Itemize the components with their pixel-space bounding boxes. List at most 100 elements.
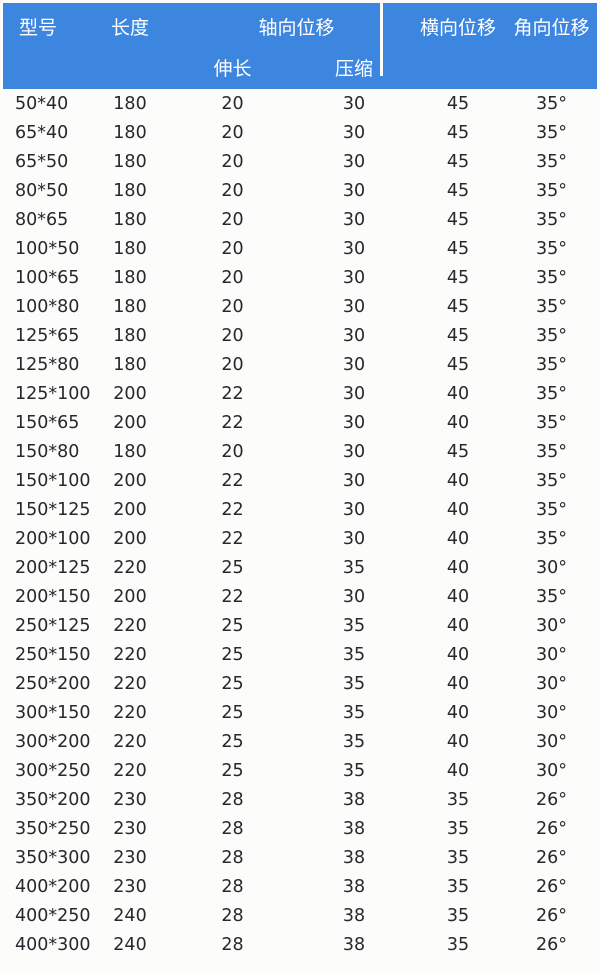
cell-extend: 28 — [221, 934, 244, 955]
cell-length: 180 — [113, 151, 147, 172]
cell-extend: 25 — [221, 615, 244, 636]
cell-length: 180 — [113, 122, 147, 143]
table-row: 350*250 230 28 38 35 26° — [3, 814, 597, 843]
cell-length: 200 — [113, 528, 147, 549]
cell-model: 125*80 — [15, 354, 80, 375]
cell-length: 180 — [113, 354, 147, 375]
cell-length: 180 — [113, 238, 147, 259]
cell-compress: 35 — [342, 615, 366, 636]
cell-angular: 35° — [536, 325, 568, 346]
cell-lateral: 40 — [446, 731, 470, 752]
cell-compress: 30 — [342, 209, 366, 230]
cell-lateral: 35 — [446, 876, 470, 897]
cell-angular: 26° — [536, 876, 568, 897]
cell-lateral: 40 — [446, 615, 470, 636]
header-axial-group: 轴向位移 — [175, 3, 419, 51]
cell-lateral: 40 — [446, 470, 470, 491]
table-row: 150*65 200 22 30 40 35° — [3, 408, 597, 437]
table-row: 100*65 180 20 30 45 35° — [3, 263, 597, 292]
header-divider — [380, 3, 383, 76]
cell-angular: 35° — [536, 412, 568, 433]
cell-length: 200 — [113, 586, 147, 607]
cell-angular: 35° — [536, 499, 568, 520]
cell-compress: 30 — [342, 499, 366, 520]
table-row: 400*200 230 28 38 35 26° — [3, 872, 597, 901]
cell-model: 250*125 — [15, 615, 91, 636]
table-row: 50*40 180 20 30 45 35° — [3, 89, 597, 118]
table-body: 50*40 180 20 30 45 35° 65*40 180 20 30 4… — [3, 89, 597, 959]
cell-length: 180 — [113, 209, 147, 230]
cell-extend: 20 — [221, 441, 244, 462]
cell-lateral: 40 — [446, 528, 470, 549]
cell-extend: 20 — [221, 238, 244, 259]
spec-table: 型号 长度 轴向位移 横向位移 角向位移 伸长 压缩 50*40 180 20 … — [3, 3, 598, 959]
table-row: 150*80 180 20 30 45 35° — [3, 437, 597, 466]
cell-length: 220 — [113, 702, 147, 723]
cell-angular: 35° — [536, 586, 568, 607]
cell-model: 80*50 — [15, 180, 69, 201]
cell-compress: 30 — [342, 528, 366, 549]
cell-model: 50*40 — [15, 93, 69, 114]
cell-length: 200 — [113, 383, 147, 404]
cell-extend: 20 — [221, 180, 244, 201]
cell-extend: 28 — [221, 818, 244, 839]
cell-length: 180 — [113, 325, 147, 346]
cell-compress: 30 — [342, 238, 366, 259]
cell-model: 250*150 — [15, 644, 91, 665]
cell-length: 220 — [113, 644, 147, 665]
cell-compress: 35 — [342, 644, 366, 665]
cell-angular: 26° — [536, 934, 568, 955]
cell-length: 200 — [113, 470, 147, 491]
cell-extend: 28 — [221, 876, 244, 897]
cell-model: 150*125 — [15, 499, 91, 520]
cell-compress: 30 — [342, 470, 366, 491]
cell-model: 400*250 — [15, 905, 91, 926]
cell-angular: 35° — [536, 209, 568, 230]
cell-model: 100*80 — [15, 296, 80, 317]
cell-extend: 25 — [221, 557, 244, 578]
cell-model: 150*100 — [15, 470, 91, 491]
cell-extend: 20 — [221, 151, 244, 172]
cell-extend: 22 — [221, 412, 244, 433]
cell-compress: 30 — [342, 267, 366, 288]
cell-length: 180 — [113, 296, 147, 317]
cell-model: 65*40 — [15, 122, 69, 143]
cell-lateral: 35 — [446, 934, 470, 955]
cell-angular: 26° — [536, 847, 568, 868]
cell-model: 400*300 — [15, 934, 91, 955]
cell-compress: 38 — [342, 905, 366, 926]
cell-lateral: 45 — [446, 441, 470, 462]
cell-lateral: 35 — [446, 847, 470, 868]
table-row: 80*50 180 20 30 45 35° — [3, 176, 597, 205]
cell-model: 250*200 — [15, 673, 91, 694]
cell-model: 100*65 — [15, 267, 80, 288]
table-row: 125*65 180 20 30 45 35° — [3, 321, 597, 350]
cell-compress: 38 — [342, 934, 366, 955]
cell-extend: 25 — [221, 644, 244, 665]
cell-model: 200*100 — [15, 528, 91, 549]
table-row: 350*300 230 28 38 35 26° — [3, 843, 597, 872]
cell-compress: 35 — [342, 702, 366, 723]
cell-compress: 38 — [342, 847, 366, 868]
cell-lateral: 40 — [446, 673, 470, 694]
cell-length: 230 — [113, 818, 147, 839]
cell-compress: 30 — [342, 180, 366, 201]
table-row: 300*200 220 25 35 40 30° — [3, 727, 597, 756]
cell-length: 220 — [113, 557, 147, 578]
cell-model: 150*65 — [15, 412, 80, 433]
cell-angular: 30° — [536, 760, 568, 781]
table-row: 250*200 220 25 35 40 30° — [3, 669, 597, 698]
cell-extend: 20 — [221, 93, 244, 114]
cell-model: 400*200 — [15, 876, 91, 897]
header-axial-compress: 压缩 — [290, 51, 419, 89]
cell-length: 240 — [113, 905, 147, 926]
cell-model: 65*50 — [15, 151, 69, 172]
cell-length: 180 — [113, 93, 147, 114]
cell-angular: 30° — [536, 731, 568, 752]
cell-compress: 30 — [342, 586, 366, 607]
header-model: 型号 — [3, 3, 85, 89]
cell-angular: 35° — [536, 354, 568, 375]
cell-compress: 30 — [342, 383, 366, 404]
cell-compress: 30 — [342, 296, 366, 317]
table-row: 80*65 180 20 30 45 35° — [3, 205, 597, 234]
